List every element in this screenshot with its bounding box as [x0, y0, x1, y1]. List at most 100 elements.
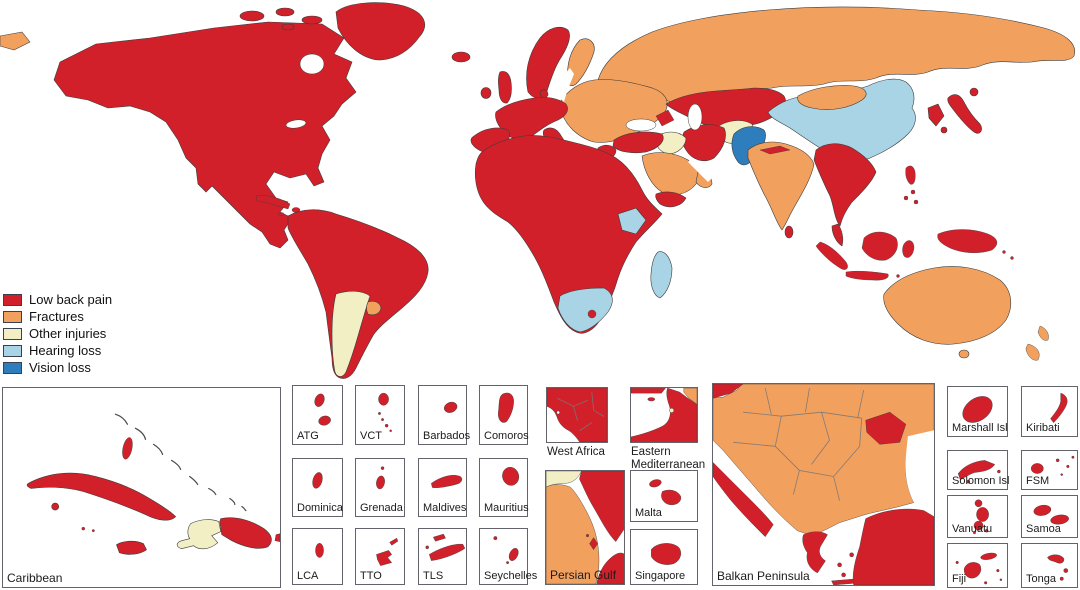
red-sea	[628, 158, 650, 196]
inset-label-atg: ATG	[297, 429, 319, 442]
balkan-turkey	[852, 508, 934, 585]
region-yemen	[655, 191, 687, 208]
inset-fiji: Fiji	[947, 543, 1008, 588]
inset-label-mauritius: Mauritius	[484, 501, 529, 514]
region-madagascar	[650, 251, 673, 299]
region-north-america	[53, 21, 357, 249]
black-sea	[625, 118, 657, 132]
inset-label-solomon: Solomon Isl	[952, 474, 1010, 487]
inset-label-comoros: Comoros	[484, 429, 529, 442]
inset-label-maldives: Maldives	[423, 501, 467, 514]
region-denmark	[539, 89, 549, 98]
region-lesotho	[587, 309, 597, 319]
region-turkey	[612, 131, 664, 154]
region-sri-lanka	[784, 225, 794, 239]
bahamas-outlines	[114, 413, 247, 512]
east-med-anatolia-coast	[631, 388, 666, 394]
inset-atg: ATG	[292, 385, 343, 445]
inset-balkan: Balkan Peninsula	[712, 383, 935, 586]
seychelles-shapes	[493, 536, 519, 565]
region-kenya	[617, 207, 647, 235]
lca-shapes	[315, 543, 324, 558]
gulf-qatar	[589, 537, 598, 550]
grenada-shapes	[376, 466, 385, 490]
mauritius-shapes	[502, 467, 520, 486]
west-africa-borders	[556, 392, 605, 432]
marshall-shapes	[962, 396, 993, 423]
region-iceland	[451, 51, 471, 63]
region-argentina	[331, 290, 371, 377]
gulf-saudi	[546, 484, 600, 584]
tto-shapes	[376, 537, 399, 566]
inset-label-dominica: Dominica	[297, 501, 343, 514]
legend-label-vision-loss: Vision loss	[29, 360, 91, 375]
inset-barbados: Barbados	[418, 385, 471, 445]
solomon-shapes	[957, 460, 1001, 484]
inset-label-tto: TTO	[360, 569, 382, 582]
inset-tonga: Tonga	[1021, 543, 1078, 588]
legend-swatch-low-back-pain	[3, 293, 22, 306]
inset-label-persian-gulf: Persian Gulf	[550, 567, 617, 582]
inset-label-malta: Malta	[635, 506, 662, 519]
inset-label-balkan: Balkan Peninsula	[717, 568, 810, 583]
inset-label-vanuatu: Vanuatu	[952, 522, 993, 535]
world-map	[0, 2, 1076, 379]
inset-solomon-islands: Solomon Isl	[947, 450, 1010, 490]
region-uruguay	[366, 300, 382, 316]
inset-label-eastern-mediterranean: Eastern Mediterranean	[631, 446, 706, 472]
balkan-moldova	[865, 411, 907, 445]
inset-label-fiji: Fiji	[952, 572, 967, 585]
inset-malta: Malta	[630, 470, 698, 522]
inset-label-grenada: Grenada	[360, 501, 403, 514]
east-med-arabia	[683, 388, 697, 405]
legend-label-fractures: Fractures	[29, 309, 84, 324]
legend-item-other-injuries: Other injuries	[3, 326, 112, 341]
inset-label-samoa: Samoa	[1026, 522, 1061, 535]
cayman-dot-2	[91, 529, 95, 533]
inset-tto: TTO	[355, 528, 405, 585]
inset-label-tls: TLS	[423, 569, 444, 582]
inset-maldives: Maldives	[418, 458, 467, 517]
legend-label-hearing-loss: Hearing loss	[29, 343, 102, 358]
legend-label-other-injuries: Other injuries	[29, 326, 107, 341]
tls-shapes	[425, 533, 466, 561]
legend-item-hearing-loss: Hearing loss	[3, 343, 112, 358]
east-med-cyprus	[647, 397, 656, 402]
region-british-isles	[480, 71, 512, 104]
region-bahamas-island	[122, 437, 133, 460]
legend-swatch-fractures	[3, 310, 22, 323]
legend: Low back pain Fractures Other injuries H…	[3, 292, 112, 378]
balkan-alps	[713, 384, 744, 399]
region-india	[747, 141, 815, 231]
inset-seychelles: Seychelles	[479, 528, 537, 585]
legend-swatch-hearing-loss	[3, 344, 22, 357]
inset-label-singapore: Singapore	[635, 569, 686, 582]
region-australia	[883, 266, 1012, 359]
inset-comoros: Comoros	[479, 385, 529, 445]
legend-swatch-other-injuries	[3, 327, 22, 340]
inset-label-fsm: FSM	[1026, 474, 1050, 487]
baltic-sea	[558, 68, 574, 102]
vct-shapes	[378, 392, 392, 432]
inset-label-barbados: Barbados	[423, 429, 471, 442]
inset-persian-gulf: Persian Gulf	[545, 470, 625, 585]
region-iran	[681, 124, 726, 162]
inset-lca: LCA	[292, 528, 343, 585]
kiribati-shapes	[1050, 392, 1068, 423]
gulf-iran	[579, 471, 624, 542]
balkan-italy	[713, 462, 774, 537]
comoros-shapes	[498, 392, 514, 423]
inset-label-tonga: Tonga	[1026, 572, 1056, 585]
region-papua-new-guinea	[937, 229, 1014, 260]
region-korea	[927, 103, 945, 127]
inset-vct: VCT	[355, 385, 405, 445]
legend-swatch-vision-loss	[3, 361, 22, 374]
region-jamaica	[116, 540, 147, 555]
inset-label-lca: LCA	[297, 569, 319, 582]
inset-eastern-mediterranean	[630, 387, 698, 443]
inset-west-africa	[546, 387, 608, 443]
balkan-black-sea	[905, 430, 934, 521]
inset-caribbean: Caribbean	[2, 387, 281, 588]
region-haiti	[176, 519, 222, 550]
